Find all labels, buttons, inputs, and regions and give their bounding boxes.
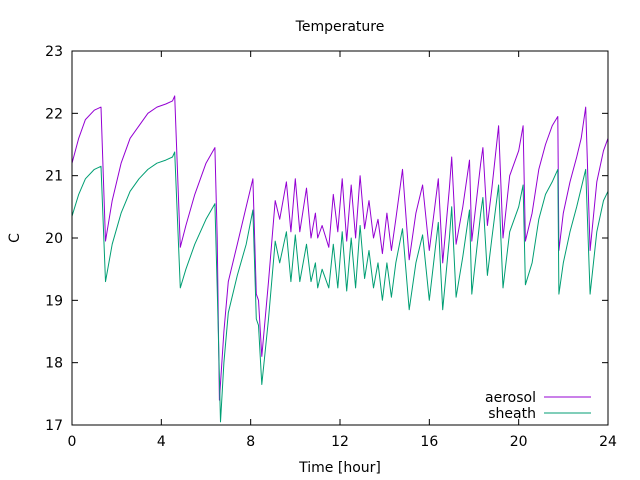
y-tick-label: 18 [45,356,63,372]
x-tick-label: 20 [510,434,528,450]
y-tick-label: 22 [45,106,63,122]
x-tick-label: 0 [68,434,77,450]
x-axis-label: Time [hour] [298,460,381,476]
plot-area: 0 4 8 12 16 20 24 17 18 19 20 21 22 23 [45,44,617,450]
y-tick-label: 17 [45,418,63,434]
y-tick-label: 20 [45,231,63,247]
x-tick-label: 12 [331,434,349,450]
x-tick-label: 16 [420,434,438,450]
series-line-sheath [71,151,609,423]
legend-label-sheath: sheath [488,406,536,422]
y-tick-label: 19 [45,293,63,309]
y-tick-label: 21 [45,169,63,185]
legend-label-aerosol: aerosol [485,390,536,406]
x-tick-label: 4 [157,434,166,450]
series-line-aerosol [71,95,609,401]
y-axis-label: C [7,233,23,243]
y-tick-label: 23 [45,44,63,60]
x-tick-label: 8 [246,434,255,450]
x-tick-label: 24 [599,434,617,450]
chart-title: Temperature [295,19,385,35]
